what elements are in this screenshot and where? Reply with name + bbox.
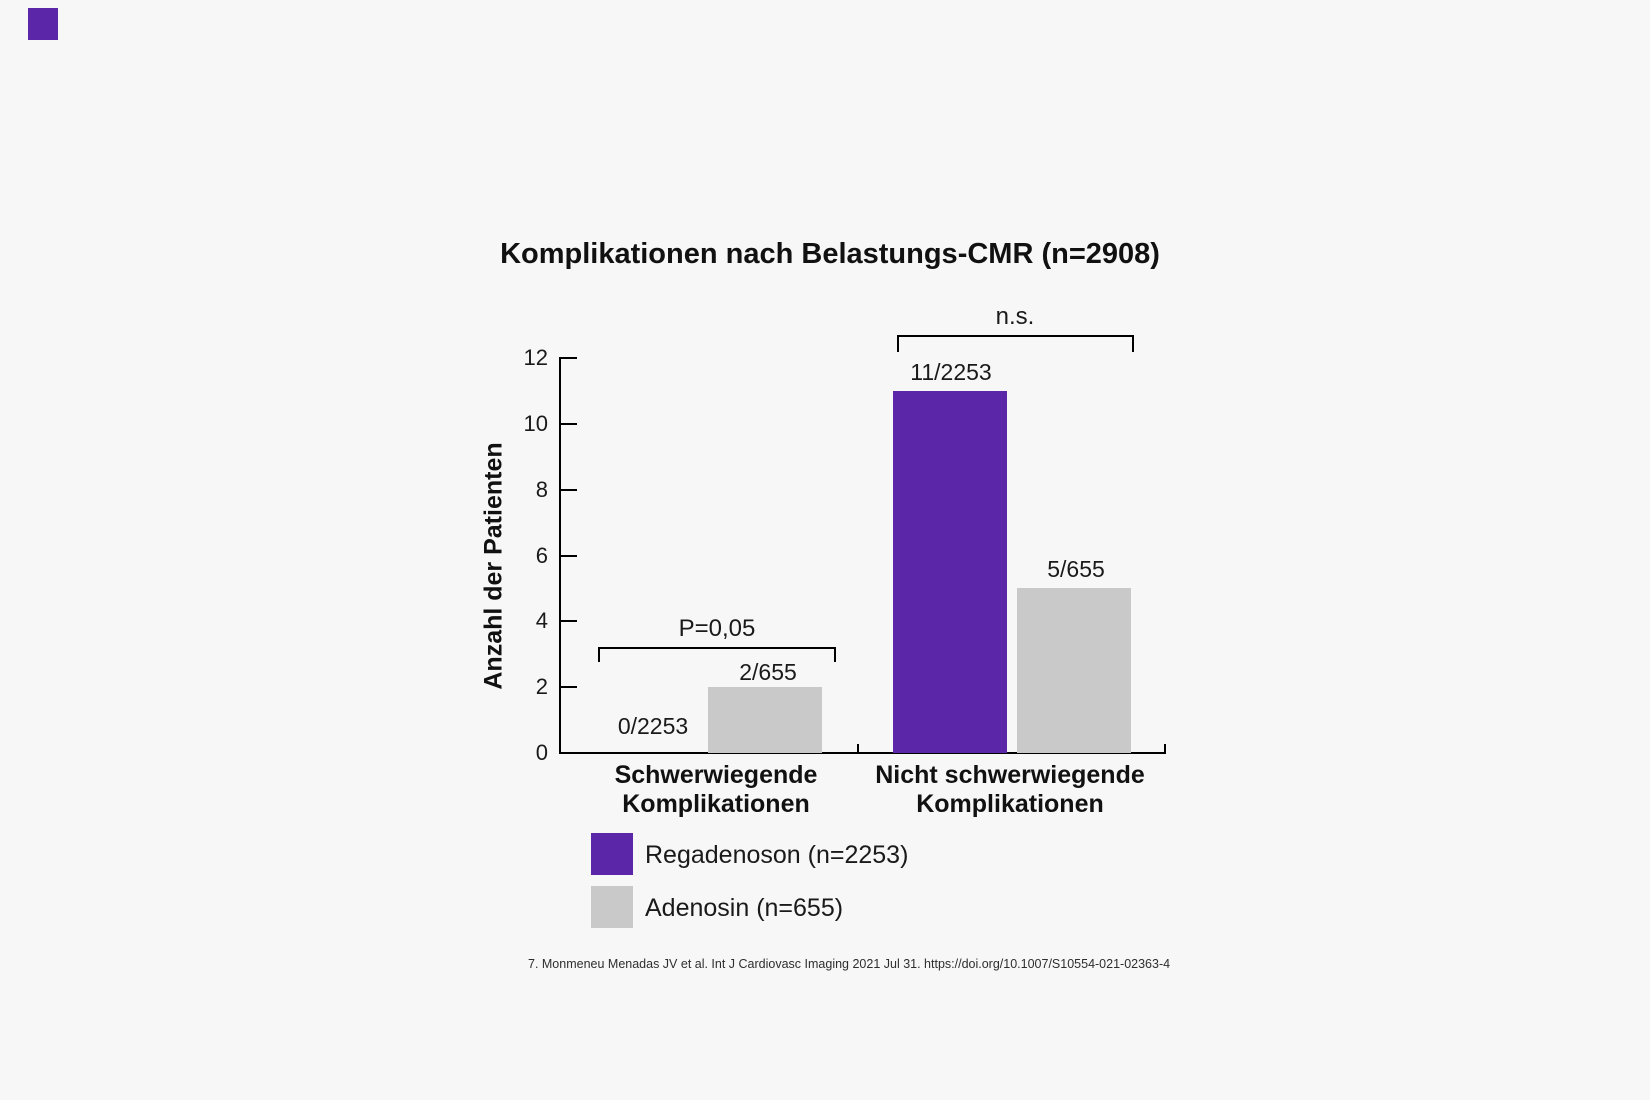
y-tick-6: [561, 555, 577, 557]
y-tick-2: [561, 686, 577, 688]
x-category-label-nicht-schwerwiegend: Nicht schwerwiegende Komplikationen: [875, 761, 1145, 819]
chart-title: Komplikationen nach Belastungs-CMR (n=29…: [500, 238, 1160, 270]
bar-value-label: 0/2253: [617, 713, 689, 739]
significance-label-group1: P=0,05: [678, 615, 756, 642]
y-tick-label: 0: [535, 740, 548, 765]
significance-bracket-end: [1132, 335, 1134, 352]
y-axis-line: [559, 357, 561, 754]
x-category-line2: Komplikationen: [622, 790, 810, 818]
x-axis-line: [559, 752, 1166, 754]
y-axis-title: Anzahl der Patienten: [479, 442, 508, 690]
y-tick-label: 10: [523, 411, 548, 436]
bar-value-label: 2/655: [739, 659, 797, 685]
x-category-line1: Schwerwiegende: [614, 761, 818, 789]
y-tick-label: 6: [535, 543, 548, 568]
x-category-line1: Nicht schwerwiegende: [875, 761, 1145, 789]
bar-adenosin-nicht-schwerwiegend: [1017, 588, 1131, 753]
x-tick-axis-end: [1164, 744, 1166, 753]
significance-bracket-group2: [897, 335, 1134, 337]
y-tick-label: 12: [523, 345, 548, 370]
significance-bracket-end: [834, 647, 836, 662]
y-tick-label: 4: [535, 608, 548, 633]
bar-value-label: 11/2253: [910, 359, 992, 385]
y-tick-12: [561, 357, 577, 359]
x-tick-group-divider: [857, 744, 859, 753]
significance-bracket-end: [598, 647, 600, 662]
bar-adenosin-schwerwiegend: [708, 687, 822, 753]
legend-label-adenosin: Adenosin (n=655): [645, 894, 844, 922]
x-category-line2: Komplikationen: [916, 790, 1104, 818]
y-tick-label: 2: [535, 674, 548, 699]
x-category-label-schwerwiegend: Schwerwiegende Komplikationen: [615, 761, 818, 819]
corner-logo-square: [28, 8, 58, 40]
citation-text: 7. Monmeneu Menadas JV et al. Int J Card…: [528, 957, 1171, 971]
y-tick-10: [561, 423, 577, 425]
y-tick-4: [561, 620, 577, 622]
bar-regadenoson-nicht-schwerwiegend: [893, 391, 1007, 753]
legend-swatch-regadenoson: [591, 833, 633, 875]
bar-value-label: 5/655: [1047, 556, 1105, 582]
legend-label-regadenoson: Regadenoson (n=2253): [645, 841, 909, 869]
y-tick-label: 8: [535, 477, 548, 502]
significance-bracket-group1: [598, 647, 836, 649]
y-tick-8: [561, 489, 577, 491]
significance-bracket-end: [897, 335, 899, 352]
significance-label-group2: n.s.: [995, 303, 1035, 330]
legend-swatch-adenosin: [591, 886, 633, 928]
